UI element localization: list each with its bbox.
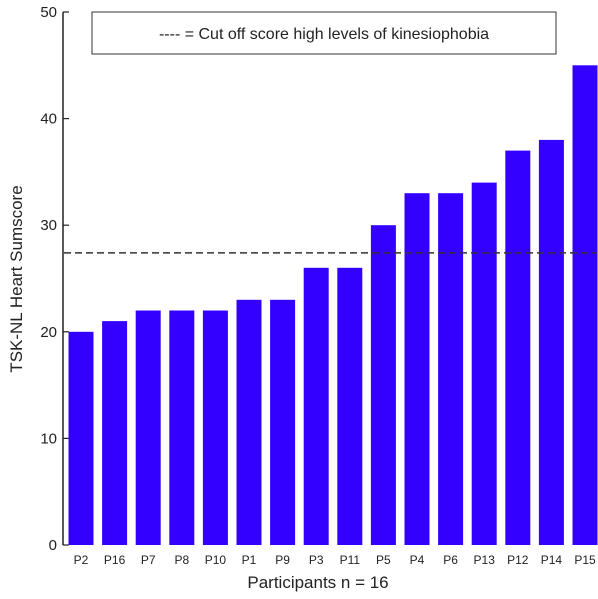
bar-p13 xyxy=(471,182,497,545)
bar-p16 xyxy=(102,321,128,545)
x-tick-label: P4 xyxy=(410,553,425,567)
bar-p9 xyxy=(270,299,296,545)
bar-p14 xyxy=(538,139,564,545)
y-tick-label: 30 xyxy=(40,217,57,234)
bar-p15 xyxy=(572,65,598,546)
bar-p1 xyxy=(236,299,262,545)
y-axis: 0 10 20 30 40 50 xyxy=(40,4,69,554)
bars xyxy=(68,65,598,546)
legend-box xyxy=(91,11,557,55)
y-tick-label: 40 xyxy=(40,111,57,128)
x-axis-tick-labels: P2 P16 P7 P8 P10 P1 P9 P3 P11 P5 P4 P6 P13 P12 P14 P15 xyxy=(74,553,596,567)
bar-p5 xyxy=(370,225,396,545)
x-tick-label: P12 xyxy=(507,553,529,567)
bar-p7 xyxy=(135,310,161,545)
x-tick-label: P2 xyxy=(74,553,89,567)
x-tick-label: P10 xyxy=(205,553,227,567)
x-tick-label: P1 xyxy=(242,553,257,567)
bar-p12 xyxy=(505,150,531,545)
bar-p10 xyxy=(202,310,228,545)
x-tick-label: P5 xyxy=(376,553,391,567)
legend: ---- = Cut off score high levels of kine… xyxy=(91,11,557,55)
x-axis-title: Participants n = 16 xyxy=(247,573,388,592)
y-tick-label: 20 xyxy=(40,324,57,341)
legend-text: ---- = Cut off score high levels of kine… xyxy=(159,26,489,43)
y-axis-title: TSK-NL Heart Sumscore xyxy=(7,185,26,372)
x-tick-label: P14 xyxy=(541,553,563,567)
x-tick-label: P3 xyxy=(309,553,324,567)
bar-p6 xyxy=(438,193,464,545)
x-tick-label: P8 xyxy=(174,553,189,567)
x-tick-label: P6 xyxy=(443,553,458,567)
x-tick-label: P13 xyxy=(474,553,496,567)
bar-p3 xyxy=(303,267,329,545)
x-tick-label: P11 xyxy=(340,553,361,567)
bar-p11 xyxy=(337,267,363,545)
x-tick-label: P9 xyxy=(275,553,290,567)
bar-p8 xyxy=(169,310,195,545)
x-tick-label: P7 xyxy=(141,553,156,567)
x-tick-label: P16 xyxy=(104,553,126,567)
bar-p2 xyxy=(68,331,94,545)
bar-p4 xyxy=(404,193,430,545)
x-tick-label: P15 xyxy=(574,553,596,567)
y-tick-label: 10 xyxy=(40,430,57,447)
y-tick-label: 50 xyxy=(40,4,57,21)
y-tick-label: 0 xyxy=(49,537,57,554)
